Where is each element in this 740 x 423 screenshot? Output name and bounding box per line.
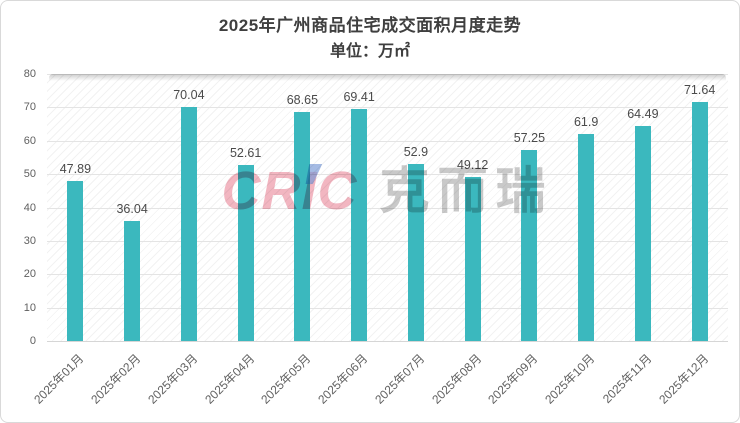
gridline [47, 240, 728, 242]
y-axis-label: 50 [23, 168, 36, 181]
bar-value-label: 61.9 [573, 115, 599, 130]
bar [180, 107, 197, 341]
x-axis-label: 2025年02月 [88, 351, 144, 407]
gridline [47, 74, 728, 75]
x-axis-label: 2025年08月 [428, 351, 484, 407]
x-axis: 2025年01月 2025年02月 2025年03月 2025年04月 2025年05月… [32, 342, 728, 422]
gridline [47, 174, 728, 176]
x-axis-label: 2025年12月 [655, 351, 711, 407]
x-axis-label: 2025年06月 [315, 351, 371, 407]
bar-value-label: 47.89 [59, 162, 92, 177]
gridline [47, 107, 728, 109]
x-axis-label: 2025年09月 [485, 351, 541, 407]
x-axis-label: 2025年03月 [145, 351, 201, 407]
bar [634, 125, 651, 341]
y-axis-label: 40 [23, 201, 36, 214]
gridline [47, 207, 728, 209]
bar-value-label: 69.41 [343, 90, 375, 105]
y-axis-label: 10 [23, 301, 36, 314]
bar [124, 220, 141, 341]
bar [691, 101, 708, 341]
gridline [47, 274, 728, 276]
y-axis-label: 70 [23, 101, 36, 114]
plot-area: 47.89 36.04 70.04 52.61 68.65 69.41 52.9 49.12 5… [47, 74, 728, 342]
bar [237, 165, 254, 341]
y-axis-label: 30 [23, 234, 36, 247]
y-axis-label: 20 [23, 268, 36, 281]
x-axis-label: 2025年01月 [31, 351, 87, 407]
bar-value-label: 68.65 [286, 92, 319, 107]
gridline [47, 307, 728, 309]
gridline [47, 140, 728, 142]
plot-top-shadow [49, 74, 726, 81]
watermark: CRIC 克而瑞 [222, 164, 554, 218]
x-axis-label: 2025年10月 [542, 351, 598, 407]
chart-title: 2025年广州商品住宅成交面积月度走势 [218, 16, 522, 35]
bar-value-label: 71.64 [683, 82, 716, 97]
x-axis-label: 2025年11月 [599, 351, 655, 406]
y-axis: 0 10 20 30 40 50 60 70 80 [1, 68, 41, 347]
bar [67, 181, 84, 341]
bar-value-label: 64.49 [627, 106, 659, 121]
y-axis-label: 80 [23, 68, 36, 80]
bar [351, 109, 368, 341]
bar-value-label: 52.9 [403, 145, 429, 160]
x-axis-label: 2025年04月 [201, 351, 257, 407]
bar [578, 134, 595, 341]
y-axis-label: 0 [29, 335, 36, 347]
bar [464, 177, 481, 341]
x-axis-label: 2025年07月 [372, 351, 428, 407]
bar-value-label: 57.25 [513, 130, 546, 145]
bar [407, 164, 424, 341]
bar-value-label: 70.04 [173, 88, 205, 103]
bar-value-label: 49.12 [456, 158, 489, 173]
x-axis-label: 2025年05月 [258, 351, 314, 407]
chart-subtitle: 单位：万㎡ [329, 43, 410, 60]
bar-value-label: 52.61 [229, 146, 262, 161]
bar-value-label: 36.04 [116, 201, 148, 216]
y-axis-label: 60 [23, 134, 36, 147]
bar [521, 149, 538, 341]
bar [294, 111, 311, 341]
